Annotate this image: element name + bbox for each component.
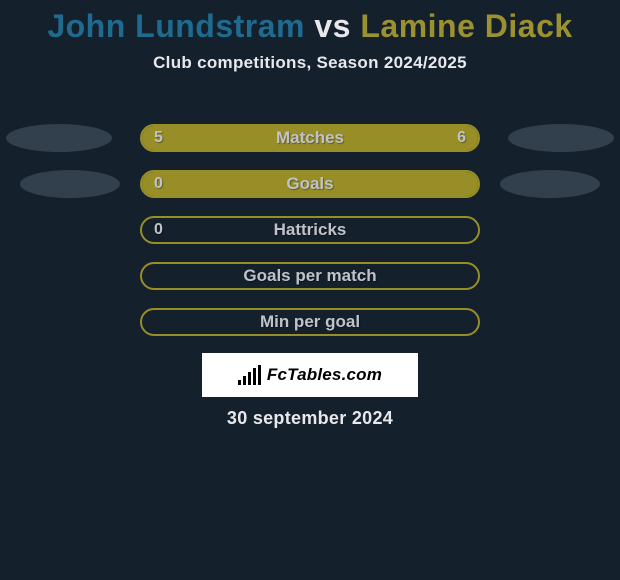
stat-row: 0Goals <box>0 170 620 198</box>
title-player1: John Lundstram <box>47 8 305 44</box>
stat-label: Matches <box>142 126 478 152</box>
brand-footer: FcTables.com <box>202 353 418 397</box>
stat-row: Min per goal <box>0 308 620 336</box>
stat-bar: 56Matches <box>140 124 480 152</box>
stat-label: Goals <box>142 172 478 198</box>
comparison-canvas: John Lundstram vs Lamine Diack Club comp… <box>0 0 620 580</box>
bar-chart-icon <box>238 365 261 385</box>
stat-label: Min per goal <box>142 310 478 336</box>
stat-bar: Min per goal <box>140 308 480 336</box>
date-label: 30 september 2024 <box>0 408 620 429</box>
page-title: John Lundstram vs Lamine Diack <box>0 0 620 45</box>
stat-bar: 0Hattricks <box>140 216 480 244</box>
stat-row: 56Matches <box>0 124 620 152</box>
side-ellipse-left <box>20 170 120 198</box>
side-ellipse-right <box>508 124 614 152</box>
side-ellipse-right <box>500 170 600 198</box>
title-vs: vs <box>305 8 360 44</box>
stat-row: 0Hattricks <box>0 216 620 244</box>
stat-bar: Goals per match <box>140 262 480 290</box>
side-ellipse-left <box>6 124 112 152</box>
stat-rows: 56Matches 0Goals 0Hattricks Goals per match… <box>0 124 620 354</box>
stat-bar: 0Goals <box>140 170 480 198</box>
title-player2: Lamine Diack <box>360 8 572 44</box>
stat-row: Goals per match <box>0 262 620 290</box>
brand-text: FcTables.com <box>267 365 382 385</box>
stat-label: Hattricks <box>142 218 478 244</box>
stat-label: Goals per match <box>142 264 478 290</box>
subtitle: Club competitions, Season 2024/2025 <box>0 53 620 73</box>
